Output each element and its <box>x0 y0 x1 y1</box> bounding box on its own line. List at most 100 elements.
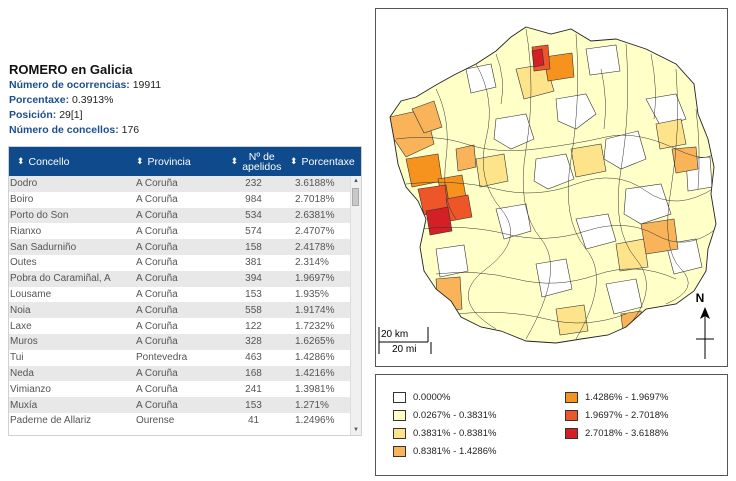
table-row: Pobra do Caramiñal, A A Coruña 394 1.9697% <box>9 270 361 287</box>
sort-arrows-icon: ⬍ <box>290 156 298 166</box>
sort-porcentaxe-header[interactable]: ⬍ Porcentaxe <box>285 156 361 168</box>
cell-porcentaxe: 1.9174% <box>295 304 335 316</box>
table-row: Outes A Coruña 381 2.314% <box>9 255 361 271</box>
legend-item: 0.3831% - 0.8381% <box>393 428 496 439</box>
sort-arrows-icon: ⬍ <box>230 156 239 166</box>
cell-provincia: A Coruña <box>136 257 178 269</box>
cell-porcentaxe: 2.6381% <box>295 209 335 221</box>
surname-summary: ROMERO en Galicia Número de ocorrencias:… <box>9 62 161 138</box>
cell-porcentaxe: 1.3981% <box>295 383 335 395</box>
table-row: Vimianzo A Coruña 241 1.3981% <box>9 381 361 397</box>
north-label: N <box>696 291 705 305</box>
legend-item: 0.8381% - 1.4286% <box>393 446 496 457</box>
legend-item: 0.0267% - 0.3831% <box>393 410 496 421</box>
ocorrencias-value: 19911 <box>132 79 162 91</box>
legend-swatch <box>393 410 406 421</box>
cell-porcentaxe: 1.7232% <box>295 320 335 332</box>
legend-label: 0.0000% <box>413 392 451 403</box>
concellos-table: ⬍ Concello ⬍ Provincia ⬍ Nº de apelidos ⬍ Por… <box>8 146 362 436</box>
concellos-label: Número de concellos: <box>9 124 119 136</box>
legend-swatch <box>565 410 578 421</box>
cell-porcentaxe: 2.4707% <box>295 225 335 237</box>
table-row: Boiro A Coruña 984 2.7018% <box>9 192 361 208</box>
legend-item: 2.7018% - 3.6188% <box>565 428 668 439</box>
scale-km-label: 20 km <box>381 329 408 340</box>
concellos-value: 176 <box>121 124 140 136</box>
sort-arrows-icon: ⬍ <box>17 156 25 166</box>
sort-provincia-header[interactable]: ⬍ Provincia <box>131 156 222 168</box>
cell-concello: Boiro <box>10 194 34 206</box>
map-svg: 20 km 20 mi N <box>378 26 717 359</box>
table-header: ⬍ Concello ⬍ Provincia ⬍ Nº de apelidos ⬍ Por… <box>9 147 361 176</box>
legend-label: 1.4286% - 1.9697% <box>585 392 669 403</box>
cell-porcentaxe: 2.314% <box>295 257 329 269</box>
cell-porcentaxe: 1.935% <box>295 288 329 300</box>
posicion-label: Posición: <box>9 109 57 121</box>
cell-porcentaxe: 1.6265% <box>295 336 335 348</box>
concello-header-label: Concello <box>28 155 70 168</box>
cell-porcentaxe: 2.7018% <box>295 194 335 206</box>
cell-concello: Porto do Son <box>10 209 69 221</box>
north-arrow-icon: N <box>696 291 714 359</box>
sort-arrows-icon: ⬍ <box>136 156 144 166</box>
cell-concello: Outes <box>10 257 37 269</box>
legend-item: 1.4286% - 1.9697% <box>565 392 668 403</box>
legend-label: 2.7018% - 3.6188% <box>585 428 669 439</box>
scroll-down-icon[interactable]: ▼ <box>353 427 359 433</box>
concellos-line: Número de concellos: 176 <box>9 123 161 138</box>
cell-concello: Noia <box>10 304 31 316</box>
legend-item: 1.9697% - 2.7018% <box>565 410 668 421</box>
cell-porcentaxe: 1.271% <box>295 399 329 411</box>
cell-provincia: A Coruña <box>136 320 178 332</box>
porcentaxe-header-label: Porcentaxe <box>301 155 355 168</box>
posicion-line: Posición: 29[1] <box>9 108 161 123</box>
page-title: ROMERO en Galicia <box>9 62 133 77</box>
table-body: Dodro A Coruña 232 3.6188% Boiro A Coruña 984 2… <box>9 176 361 435</box>
table-row: Porto do Son A Coruña 534 2.6381% <box>9 207 361 224</box>
cell-provincia: Ourense <box>136 415 175 427</box>
cell-porcentaxe: 1.9697% <box>295 273 335 285</box>
cell-concello: Pobra do Caramiñal, A <box>10 273 111 285</box>
table-row: Rianxo A Coruña 574 2.4707% <box>9 223 361 239</box>
cell-provincia: A Coruña <box>136 273 178 285</box>
legend-label: 1.9697% - 2.7018% <box>585 410 669 421</box>
cell-provincia: A Coruña <box>136 383 178 395</box>
legend-swatch <box>393 428 406 439</box>
cell-concello: Muxía <box>10 399 38 411</box>
table-row: Noia A Coruña 558 1.9174% <box>9 302 361 319</box>
cell-provincia: A Coruña <box>136 367 178 379</box>
cell-apelidos: 463 <box>245 352 262 364</box>
galicia-outline <box>389 26 717 344</box>
scroll-up-icon[interactable]: ▲ <box>353 178 359 184</box>
legend-swatch <box>565 392 578 403</box>
cell-apelidos: 534 <box>245 209 262 221</box>
galicia-map: 20 km 20 mi N <box>375 8 728 367</box>
scroll-thumb[interactable] <box>352 188 359 206</box>
cell-porcentaxe: 3.6188% <box>295 178 335 190</box>
sort-concello-header[interactable]: ⬍ Concello <box>9 156 131 168</box>
cell-concello: Muros <box>10 336 38 348</box>
legend-label: 0.8381% - 1.4286% <box>413 446 497 457</box>
table-scrollbar[interactable]: ▲ ▼ <box>350 176 361 435</box>
cell-apelidos: 41 <box>247 415 260 427</box>
sort-apelidos-header[interactable]: ⬍ Nº de apelidos <box>222 151 285 172</box>
cell-apelidos: 153 <box>245 288 262 300</box>
cell-provincia: A Coruña <box>136 209 178 221</box>
cell-provincia: A Coruña <box>136 304 178 316</box>
municipality-polygons <box>390 27 716 343</box>
cell-apelidos: 394 <box>245 273 262 285</box>
cell-porcentaxe: 1.4286% <box>295 352 335 364</box>
porcentaxe-line: Porcentaxe: 0.3913% <box>9 93 161 108</box>
map-legend: 0.0000% 0.0267% - 0.3831% 0.3831% - 0.83… <box>375 374 728 476</box>
cell-apelidos: 558 <box>245 304 262 316</box>
cell-porcentaxe: 1.4216% <box>295 367 335 379</box>
cell-provincia: A Coruña <box>136 288 178 300</box>
legend-label: 0.3831% - 0.8381% <box>413 428 497 439</box>
legend-swatch <box>565 428 578 439</box>
scale-mi-label: 20 mi <box>392 344 416 355</box>
table-row: Dodro A Coruña 232 3.6188% <box>9 176 361 192</box>
municipal-boundaries <box>395 28 716 340</box>
porcentaxe-label: Porcentaxe: <box>9 94 70 106</box>
cell-concello: Neda <box>10 367 34 379</box>
apelidos-header-label: Nº de apelidos <box>242 151 281 172</box>
